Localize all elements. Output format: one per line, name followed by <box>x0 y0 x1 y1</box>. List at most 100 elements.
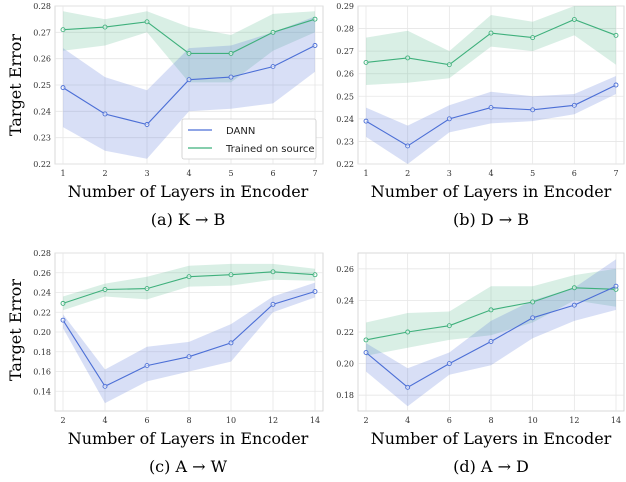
y-tick-label: 0.22 <box>336 160 354 169</box>
data-point-dann <box>571 302 577 308</box>
data-point-source <box>405 55 411 61</box>
data-point-source <box>363 59 369 65</box>
data-point-source <box>571 17 577 22</box>
data-point-source <box>102 24 108 30</box>
data-point-dann <box>144 122 150 127</box>
data-point-dann <box>312 43 318 48</box>
y-tick-label: 0.22 <box>33 160 51 169</box>
panel-caption: (a) K → B <box>151 210 225 229</box>
confidence-band-source <box>63 11 315 83</box>
y-tick-label: 0.26 <box>33 269 51 278</box>
x-tick-label: 10 <box>528 416 538 425</box>
data-point-dann <box>405 384 411 390</box>
data-point-source <box>270 269 276 275</box>
y-tick-label: 0.24 <box>336 296 354 305</box>
panel-caption: (c) A → W <box>149 457 228 476</box>
confidence-band-dann <box>63 16 315 159</box>
x-tick-label: 14 <box>611 416 621 425</box>
x-tick-label: 7 <box>312 169 317 178</box>
data-point-dann <box>144 363 150 369</box>
data-point-source <box>60 300 66 306</box>
y-tick-label: 0.27 <box>336 47 354 56</box>
data-point-dann <box>571 102 577 108</box>
x-tick-label: 12 <box>268 416 278 425</box>
plot-area: 0.14 0.16 0.18 0.20 0.22 0.24 0.26 0.28 2 4 6 8 10 12… <box>33 249 324 425</box>
y-tick-label: 0.26 <box>33 55 51 64</box>
data-point-source <box>60 27 66 33</box>
data-point-dann <box>270 64 276 70</box>
data-point-dann <box>405 143 411 149</box>
data-point-source <box>488 30 494 36</box>
x-tick-label: 8 <box>186 416 191 425</box>
panel-caption: (d) A → D <box>453 457 529 476</box>
y-tick-label: 0.23 <box>336 137 354 146</box>
x-tick-label: 1 <box>363 169 368 178</box>
x-tick-label: 8 <box>488 416 493 425</box>
x-tick-label: 12 <box>569 416 579 425</box>
x-tick-label: 5 <box>530 169 535 178</box>
y-tick-label: 0.27 <box>33 28 51 37</box>
legend-label-dann: DANN <box>226 126 255 137</box>
y-tick-label: 0.22 <box>336 328 354 337</box>
data-point-dann <box>186 77 192 83</box>
y-tick-label: 0.26 <box>336 265 354 274</box>
data-point-dann <box>488 339 494 344</box>
data-point-dann <box>312 289 318 294</box>
data-point-dann <box>102 383 108 389</box>
data-point-source <box>530 35 536 41</box>
y-tick-label: 0.18 <box>33 348 51 357</box>
panel-a: Target Error 0.220.230.240.250.260.270.2… <box>6 2 324 229</box>
y-tick-label: 0.22 <box>33 308 51 317</box>
y-tick-label: 0.20 <box>33 328 51 337</box>
x-axis-label: Number of Layers in Encoder <box>68 182 309 201</box>
data-point-source <box>186 50 192 56</box>
confidence-band-dann <box>366 76 616 164</box>
data-point-dann <box>446 116 452 122</box>
plot-area: 0.22 0.23 0.24 0.25 0.26 0.27 0.28 1 2 3 4 5 6 7 <box>33 2 324 178</box>
x-tick-label: 2 <box>363 416 368 425</box>
legend-box <box>181 118 317 160</box>
data-point-source <box>144 19 150 25</box>
y-tick-label: 0.20 <box>336 360 354 369</box>
x-tick-label: 6 <box>270 169 275 178</box>
legend-label-source: Trained on source <box>225 144 315 155</box>
y-tick-label: 0.29 <box>336 2 354 11</box>
y-tick-label: 0.24 <box>33 107 51 116</box>
confidence-band-dann <box>366 259 616 407</box>
y-tick-label: 0.18 <box>336 391 354 400</box>
y-tick-label: 0.28 <box>336 25 354 34</box>
panel-d: 0.18 0.20 0.22 0.24 0.26 2 4 6 8 10 12 14 Number of… <box>336 252 625 476</box>
data-point-dann <box>446 361 452 367</box>
confidence-band-source <box>366 6 616 85</box>
x-tick-label: 14 <box>310 416 320 425</box>
x-tick-label: 3 <box>447 169 452 178</box>
x-tick-label: 6 <box>572 169 577 178</box>
x-tick-label: 2 <box>405 169 410 178</box>
x-tick-label: 6 <box>447 416 452 425</box>
x-axis-label: Number of Layers in Encoder <box>68 429 309 448</box>
y-tick-label: 0.24 <box>336 115 354 124</box>
data-point-dann <box>530 107 536 113</box>
y-tick-label: 0.24 <box>33 289 51 298</box>
data-point-dann <box>102 111 108 117</box>
data-point-source <box>312 272 318 278</box>
data-point-source <box>613 32 619 38</box>
data-point-source <box>571 285 577 291</box>
data-point-dann <box>363 118 369 124</box>
data-point-dann <box>270 301 276 307</box>
y-axis-label: Target Error <box>6 34 25 136</box>
data-point-dann <box>530 315 536 321</box>
plot-area: 0.22 0.23 0.24 0.25 0.26 0.27 0.28 0.29 1 2 3 4 5 6 7 <box>336 2 625 178</box>
y-axis-label: Target Error <box>6 279 25 381</box>
x-tick-label: 10 <box>226 416 236 425</box>
data-point-dann <box>613 82 619 88</box>
x-tick-label: 4 <box>102 416 107 425</box>
data-point-source <box>228 272 234 278</box>
data-point-source <box>270 29 276 35</box>
plot-area: 0.18 0.20 0.22 0.24 0.26 2 4 6 8 10 12 14 <box>336 252 625 425</box>
data-point-dann <box>613 283 619 289</box>
x-tick-label: 5 <box>228 169 233 178</box>
y-tick-label: 0.23 <box>33 134 51 143</box>
y-tick-label: 0.28 <box>33 249 51 258</box>
